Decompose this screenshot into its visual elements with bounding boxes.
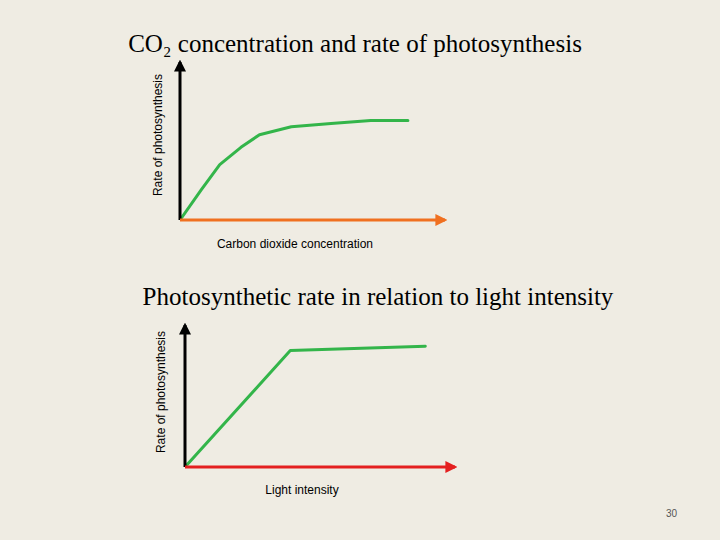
chart: Photosynthetic rate in relation to light…: [143, 283, 614, 497]
chart: CO₂ concentration and rate of photosynth…: [128, 30, 582, 251]
data-line: [180, 120, 408, 220]
chart-title: CO₂ concentration and rate of photosynth…: [128, 30, 582, 57]
data-group: [185, 346, 425, 467]
data-line: [185, 346, 425, 467]
x-axis: [185, 466, 455, 469]
x-axis-label: Carbon dioxide concentration: [217, 237, 373, 251]
chart-title: Photosynthetic rate in relation to light…: [143, 283, 614, 310]
x-axis-label: Light intensity: [265, 483, 338, 497]
slide: CO₂ concentration and rate of photosynth…: [0, 0, 720, 540]
x-axis: [180, 219, 445, 222]
y-axis: [179, 62, 182, 220]
y-axis-label: Rate of photosynthesis: [154, 331, 168, 453]
y-axis-label: Rate of photosynthesis: [151, 74, 165, 196]
data-group: [180, 120, 408, 220]
page-number: 30: [666, 508, 678, 519]
y-axis: [184, 325, 187, 467]
